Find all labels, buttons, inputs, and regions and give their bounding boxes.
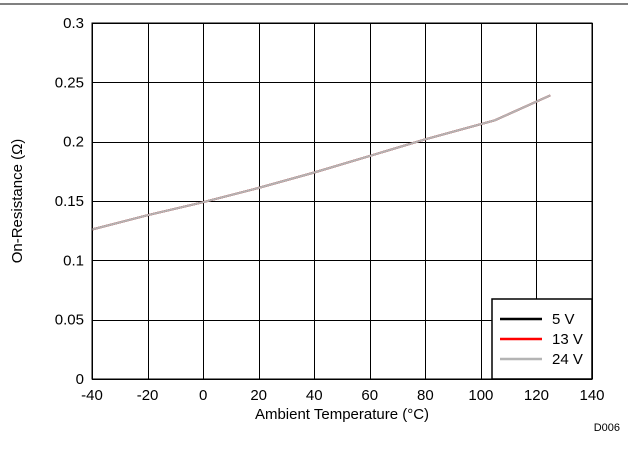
x-tick-label: 40	[306, 387, 323, 404]
x-tick-label: 0	[199, 387, 207, 404]
y-tick-label: 0.2	[63, 134, 84, 151]
y-tick-label: 0.05	[55, 312, 84, 329]
x-axis-label: Ambient Temperature (°C)	[255, 406, 429, 423]
plot-frame	[91, 22, 593, 380]
x-tick-label: 100	[468, 387, 493, 404]
y-tick-label: 0.1	[63, 252, 84, 269]
x-tick-label: 80	[417, 387, 434, 404]
y-axis-label: On-Resistance (Ω)	[9, 139, 26, 264]
x-tick-label: 20	[250, 387, 267, 404]
y-tick-label: 0.15	[55, 193, 84, 210]
y-tick-label: 0.3	[63, 15, 84, 32]
x-tick-labels: -40 -20 0 20 40 60 80 100 120 140	[81, 387, 604, 404]
x-tick-label: 140	[579, 387, 604, 404]
series-lines	[91, 94, 551, 231]
legend-label-0: 5 V	[552, 311, 575, 328]
legend: 5 V 13 V 24 V	[491, 298, 593, 380]
legend-label-2: 24 V	[552, 351, 583, 368]
y-tick-label: 0.25	[55, 74, 84, 91]
x-tick-label: -20	[137, 387, 159, 404]
x-tick-label: 120	[524, 387, 549, 404]
y-tick-labels: 0 0.05 0.1 0.15 0.2 0.25 0.3	[55, 15, 84, 388]
x-tick-label: -40	[81, 387, 103, 404]
series-line-2	[91, 94, 551, 231]
y-tick-label: 0	[76, 371, 84, 388]
legend-label-1: 13 V	[552, 331, 583, 348]
figure-code-annotation: D006	[594, 422, 620, 434]
x-tick-label: 60	[361, 387, 378, 404]
